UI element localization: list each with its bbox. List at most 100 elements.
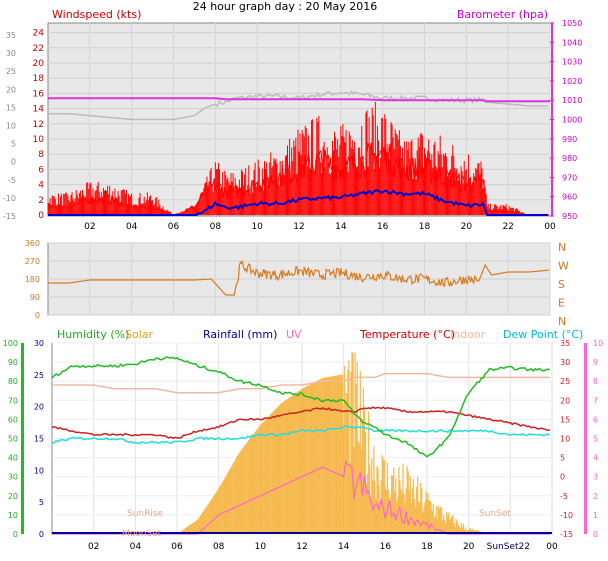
compass-label: N <box>558 315 566 328</box>
environment-time-tick-label: 04 <box>130 542 142 552</box>
sunset-axis-label: SunSet22 <box>487 542 530 552</box>
environment-legend: Humidity (%) Solar Rainfall (mm) UV Temp… <box>57 328 583 341</box>
barometer-tick-label: 980 <box>562 154 577 163</box>
secondary-tick-label: 15 <box>6 103 16 112</box>
windspeed-tick-label: 20 <box>33 59 45 69</box>
wind-time-tick-label: 16 <box>377 222 389 232</box>
windspeed-tick-label: 8 <box>38 150 44 160</box>
barometer-tick-label: 1020 <box>562 77 582 86</box>
wind-time-tick-label: 02 <box>84 222 95 232</box>
humidity-tick-label: 50 <box>8 435 18 444</box>
compass-label: E <box>558 297 565 310</box>
windspeed-tick-label: 18 <box>33 74 45 84</box>
windspeed-line <box>47 142 549 216</box>
windspeed-tick-label: 22 <box>33 44 44 54</box>
wind-time-tick-label: 04 <box>126 222 138 232</box>
direction-tick-label: 180 <box>25 275 40 284</box>
wind-direction-line <box>48 260 550 296</box>
secondary-tick-label: -5 <box>8 176 16 185</box>
legend-indoor: Indoor <box>450 328 486 341</box>
barometer-line <box>48 97 550 103</box>
windspeed-tick-label: 10 <box>33 135 45 145</box>
humidity-tick-label: 30 <box>8 473 18 482</box>
windspeed-tick-label: 12 <box>33 120 44 130</box>
moonset-label: MoonSet <box>122 529 162 539</box>
environment-time-tick-label: 08 <box>213 542 225 552</box>
uv-tick-label: 10 <box>593 339 603 348</box>
barometer-tick-label: 950 <box>562 212 577 221</box>
environment-time-tick-label: 10 <box>255 542 267 552</box>
legend-dewpoint: Dew Point (°C) <box>503 328 583 341</box>
environment-time-tick-label: 06 <box>171 542 183 552</box>
compass-label: N <box>558 241 566 254</box>
direction-tick-label: 0 <box>35 311 40 320</box>
wind-series <box>47 90 550 216</box>
uv-tick-label: 3 <box>593 473 598 482</box>
windspeed-tick-label: 2 <box>38 196 44 206</box>
secondary-tick-label: 0 <box>11 158 16 167</box>
temperature-tick-label: 5 <box>560 454 565 463</box>
barometer-axis-label: Barometer (hpa) <box>457 8 548 21</box>
humidity-tick-label: 60 <box>8 415 18 424</box>
humidity-tick-label: 100 <box>3 339 18 348</box>
rainfall-axis-ticks: 30 25 20 15 10 5 0 <box>34 339 44 539</box>
rainfall-tick-label: 5 <box>39 498 44 507</box>
rainfall-tick-label: 10 <box>34 466 44 475</box>
wind-time-tick-label: 18 <box>419 222 431 232</box>
rainfall-tick-label: 30 <box>34 339 44 348</box>
compass-label: W <box>558 260 569 273</box>
temperature-tick-label: 10 <box>560 435 570 444</box>
barometer-axis-ticks: 1050 1040 1030 1020 1010 1000 990 980 970 960 950 <box>550 19 582 221</box>
humidity-tick-label: 90 <box>8 358 18 367</box>
humidity-tick-label: 10 <box>8 511 18 520</box>
temperature-tick-label: 35 <box>560 339 570 348</box>
wind-time-tick-label: 14 <box>335 222 347 232</box>
windspeed-axis-label: Windspeed (kts) <box>52 8 141 21</box>
dewpoint-line <box>51 425 551 445</box>
windspeed-tick-label: 4 <box>38 181 44 191</box>
humidity-tick-label: 80 <box>8 377 18 386</box>
legend-solar: Solar <box>125 328 154 341</box>
direction-tick-label: 90 <box>30 293 40 302</box>
indoor-temperature-line <box>52 372 550 394</box>
environment-time-tick-label: 12 <box>296 542 307 552</box>
uv-tick-label: 2 <box>593 492 598 501</box>
secondary-tick-label: 35 <box>6 31 16 40</box>
secondary-axis-ticks: 35 30 25 20 15 10 5 0 -5 -10 -15 <box>3 31 16 221</box>
uv-axis-bar <box>584 343 587 534</box>
legend-uv: UV <box>286 328 302 341</box>
barometer-tick-label: 960 <box>562 193 577 202</box>
wind-time-tick-label: 22 <box>502 222 513 232</box>
barometer-history-line <box>48 90 548 121</box>
windspeed-tick-label: 6 <box>38 165 44 175</box>
temperature-tick-label: 0 <box>560 473 565 482</box>
wind-time-tick-label: 00 <box>544 222 556 232</box>
barometer-tick-label: 990 <box>562 135 577 144</box>
barometer-tick-label: 1010 <box>562 96 582 105</box>
environment-time-tick-label: 20 <box>463 542 475 552</box>
barometer-tick-label: 1040 <box>562 38 582 47</box>
wind-barometer-panel: Windspeed (kts) Barometer (hpa) 24222018… <box>3 8 582 232</box>
barometer-tick-label: 1030 <box>562 58 582 67</box>
legend-humidity: Humidity (%) <box>57 328 129 341</box>
secondary-tick-label: 5 <box>11 140 16 149</box>
humidity-tick-label: 0 <box>13 530 18 539</box>
temperature-tick-label: -5 <box>560 492 568 501</box>
legend-rainfall: Rainfall (mm) <box>203 328 277 341</box>
temperature-line <box>51 406 551 440</box>
legend-temperature: Temperature (°C) <box>359 328 455 341</box>
windspeed-tick-label: 0 <box>38 211 44 221</box>
humidity-tick-label: 20 <box>8 492 18 501</box>
direction-series <box>48 260 550 296</box>
average-wind-line <box>48 189 548 216</box>
barometer-tick-label: 970 <box>562 173 577 182</box>
wind-time-tick-label: 06 <box>168 222 180 232</box>
secondary-tick-label: 25 <box>6 67 16 76</box>
windspeed-tick-label: 24 <box>33 29 45 39</box>
direction-gridlines <box>48 242 551 316</box>
